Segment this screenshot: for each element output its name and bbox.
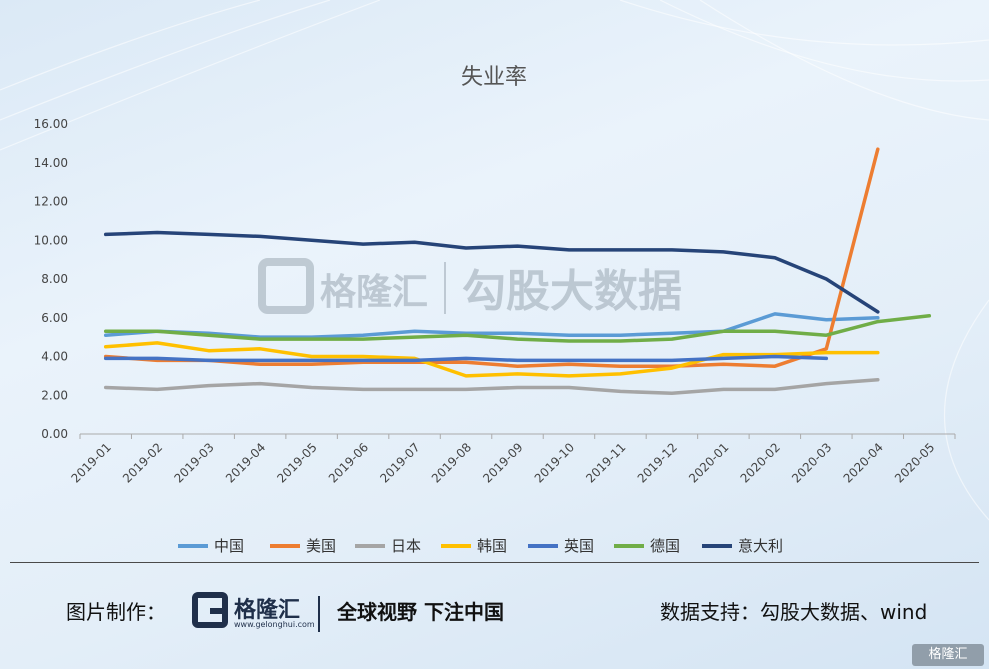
- x-axis: 2019-01 2019-02 2019-03 2019-04 2019-05 2019-…: [69, 434, 956, 486]
- x-tick-label: 2019-11: [583, 440, 628, 485]
- background-decoration: [0, 0, 989, 520]
- footer-logo: 格隆汇 www.gelonghui.com: [192, 588, 315, 636]
- footer-data-source: 数据支持：勾股大数据、wind: [660, 600, 928, 624]
- watermark-brand: 格隆汇: [320, 272, 428, 313]
- y-axis: 0.00 2.00 4.00 6.00 8.00 10.00 12.00 14.00 16.00: [34, 117, 68, 441]
- y-tick-label: 6.00: [41, 311, 68, 325]
- x-tick-label: 2020-01: [686, 440, 731, 485]
- series-line-德国: [103, 314, 932, 343]
- series-line-美国: [103, 147, 880, 368]
- series-line-英国: [103, 354, 829, 363]
- series-line-日本: [103, 378, 880, 396]
- series-line-中国: [103, 312, 880, 339]
- watermark-product: 勾股大数据: [462, 266, 682, 317]
- x-tick-label: 2019-07: [377, 440, 422, 485]
- series-line-意大利: [103, 230, 880, 314]
- x-tick-label: 2019-09: [480, 440, 525, 485]
- x-tick-label: 2020-04: [841, 440, 886, 485]
- legend-label: 日本: [391, 537, 421, 555]
- x-tick-label: 2020-05: [892, 440, 937, 485]
- x-tick-label: 2019-05: [274, 440, 319, 485]
- footer-made-by: 图片制作：: [66, 600, 166, 624]
- footer-divider: [10, 562, 979, 563]
- corner-watermark: 格隆汇: [912, 644, 984, 666]
- x-tick-label: 2019-08: [429, 440, 474, 485]
- gelonghui-logo-icon: [192, 592, 228, 628]
- x-tick-label: 2019-02: [120, 440, 165, 485]
- x-tick-label: 2019-10: [532, 440, 577, 485]
- x-tick-label: 2020-02: [738, 440, 783, 485]
- watermark-logo-icon: [258, 258, 314, 314]
- y-tick-label: 12.00: [34, 195, 68, 209]
- x-tick-label: 2019-12: [635, 440, 680, 485]
- series-layer: [103, 147, 932, 396]
- legend-label: 意大利: [738, 537, 783, 555]
- footer-separator: [318, 596, 320, 632]
- watermark-divider: [444, 262, 446, 314]
- x-tick-label: 2020-03: [789, 440, 834, 485]
- legend-label: 中国: [214, 537, 244, 555]
- watermark: 格隆汇 勾股大数据: [258, 258, 682, 317]
- y-tick-label: 16.00: [34, 117, 68, 131]
- series-line-韩国: [103, 341, 880, 378]
- y-tick-label: 14.00: [34, 156, 68, 170]
- x-tick-label: 2019-04: [223, 440, 268, 485]
- y-tick-label: 10.00: [34, 233, 68, 247]
- legend-label: 德国: [650, 537, 680, 555]
- chart-title: 失业率: [461, 65, 527, 90]
- y-tick-label: 8.00: [41, 272, 68, 286]
- legend-label: 英国: [564, 537, 594, 555]
- y-tick-label: 0.00: [41, 427, 68, 441]
- legend-label: 美国: [306, 537, 336, 555]
- footer-slogan: 全球视野 下注中国: [337, 600, 504, 624]
- y-tick-label: 4.00: [41, 350, 68, 364]
- footer-logo-url: www.gelonghui.com: [234, 620, 315, 629]
- legend: 中国 美国 日本 韩国 英国 德国 意大利: [178, 537, 783, 555]
- y-tick-label: 2.00: [41, 388, 68, 402]
- legend-label: 韩国: [477, 537, 507, 555]
- footer-logo-name: 格隆汇: [234, 598, 301, 623]
- x-tick-label: 2019-06: [326, 440, 371, 485]
- x-tick-label: 2019-03: [171, 440, 216, 485]
- x-tick-label: 2019-01: [69, 440, 114, 485]
